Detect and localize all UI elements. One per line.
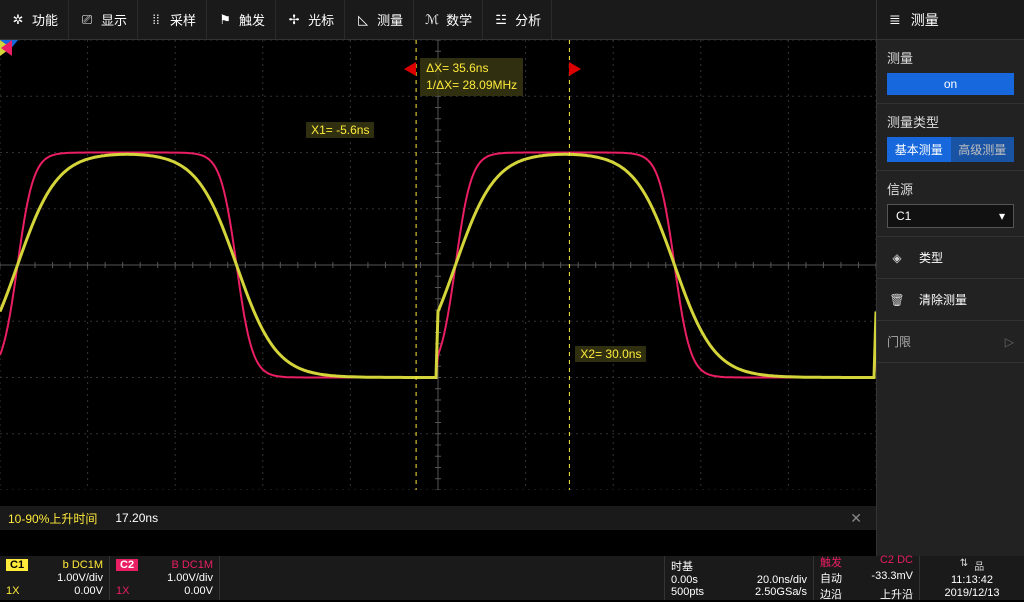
clock-box: ⇅品 11:13:42 2019/12/13 (920, 556, 1024, 600)
c2-badge: C2 (116, 559, 138, 571)
c1-badge: C1 (6, 559, 28, 571)
trigger-source: C2 DC (880, 554, 913, 570)
side-panel-title: ≣ 测量 (877, 0, 1024, 40)
channel-c2-box[interactable]: C2 B DC1M 1.00V/div 1X 0.00V (110, 556, 220, 600)
timebase-pts: 500pts (671, 586, 704, 598)
gear-icon: ✲ (10, 12, 26, 28)
trigger-title: 触发 (820, 554, 842, 570)
c2-offset: 0.00V (184, 585, 213, 597)
cursor-delta-readout: ΔX= 35.6ns 1/ΔX= 28.09MHz (420, 58, 523, 96)
measure-result-label: 10-90%上升时间 (8, 510, 97, 527)
cursor-dx: ΔX= 35.6ns (426, 60, 517, 77)
usb-icon: ⇅ (960, 558, 968, 573)
menu-acquire-label: 采样 (170, 10, 196, 29)
menu-display[interactable]: ⎚ 显示 (69, 0, 138, 39)
menu-function-label: 功能 (32, 10, 58, 29)
math-icon: ℳ (424, 12, 440, 28)
cursor-x1-label: X1= -5.6ns (306, 122, 374, 138)
menu-measure-label: 测量 (377, 10, 403, 29)
menu-function[interactable]: ✲ 功能 (0, 0, 69, 39)
c2-probe: 1X (116, 585, 129, 597)
measure-result-value: 17.20ns (115, 511, 158, 525)
trigger-level-marker[interactable] (0, 40, 876, 490)
menu-acquire[interactable]: ⁞⁞ 采样 (138, 0, 207, 39)
channel-c1-box[interactable]: C1 b DC1M 1.00V/div 1X 0.00V (0, 556, 110, 600)
display-icon: ⎚ (79, 12, 95, 28)
analysis-icon: ☳ (493, 12, 509, 28)
side-panel-title-text: 测量 (911, 10, 939, 30)
menu-analysis[interactable]: ☳ 分析 (483, 0, 552, 39)
status-icons: ⇅品 (960, 558, 984, 573)
list-icon: ≣ (889, 11, 901, 28)
clock-date: 2019/12/13 (944, 587, 999, 599)
waveform-display[interactable]: ΔX= 35.6ns 1/ΔX= 28.09MHz X1= -5.6ns X2=… (0, 40, 876, 490)
cursor-icon: ✢ (286, 12, 302, 28)
bottom-bar: C1 b DC1M 1.00V/div 1X 0.00V C2 B DC1M 1.00… (0, 556, 1024, 600)
c1-coupling: b DC1M (63, 559, 103, 571)
menu-analysis-label: 分析 (515, 10, 541, 29)
flag-icon: ⚑ (217, 12, 233, 28)
timebase-delay: 0.00s (671, 574, 698, 586)
measure-close-button[interactable]: ✕ (844, 510, 868, 527)
menu-trigger[interactable]: ⚑ 触发 (207, 0, 276, 39)
timebase-title: 时基 (671, 558, 693, 574)
clock-time: 11:13:42 (951, 574, 993, 586)
menu-cursor-label: 光标 (308, 10, 334, 29)
bottom-spacer (220, 556, 664, 600)
sample-icon: ⁞⁞ (148, 12, 164, 28)
menu-measure[interactable]: ◺ 测量 (345, 0, 414, 39)
trigger-mode: 自动 (820, 570, 842, 586)
network-icon: 品 (974, 558, 984, 573)
cursor-inv-dx: 1/ΔX= 28.09MHz (426, 77, 517, 94)
menu-math-label: 数学 (446, 10, 472, 29)
measure-icon: ◺ (355, 12, 371, 28)
measure-result-bar: 10-90%上升时间 17.20ns ✕ (0, 506, 876, 530)
timebase-scale: 20.0ns/div (757, 574, 807, 586)
menu-trigger-label: 触发 (239, 10, 265, 29)
c2-scale: 1.00V/div (167, 572, 213, 584)
timebase-box[interactable]: 时基 0.00s 20.0ns/div 500pts 2.50GSa/s (664, 556, 814, 600)
top-menu-bar: ✲功能 ⎚显示 ⁞⁞采样 ⚑触发 ✢光标 ◺测量 ℳ数学 ☳分析 SIGLENT… (0, 0, 1024, 40)
timebase-rate: 2.50GSa/s (755, 586, 807, 598)
c1-offset: 0.00V (74, 585, 103, 597)
menu-math[interactable]: ℳ 数学 (414, 0, 483, 39)
c2-coupling: B DC1M (171, 559, 213, 571)
cursor-x2-label: X2= 30.0ns (575, 346, 646, 362)
c1-scale: 1.00V/div (57, 572, 103, 584)
trigger-box[interactable]: 触发C2 DC 自动-33.3mV 边沿上升沿 (814, 556, 920, 600)
trigger-level: -33.3mV (871, 570, 913, 586)
main-area: ΔX= 35.6ns 1/ΔX= 28.09MHz X1= -5.6ns X2=… (0, 40, 876, 530)
menu-cursor[interactable]: ✢ 光标 (276, 0, 345, 39)
c1-probe: 1X (6, 585, 19, 597)
menu-display-label: 显示 (101, 10, 127, 29)
